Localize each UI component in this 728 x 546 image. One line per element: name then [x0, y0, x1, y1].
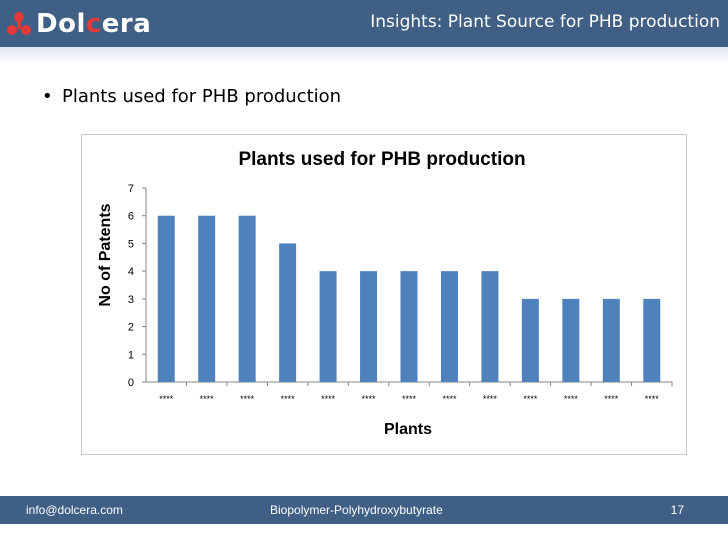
footer-bar: info@dolcera.com Biopolymer-Polyhydroxyb…: [0, 496, 728, 524]
y-tick-label: 4: [128, 266, 134, 278]
bar: [198, 215, 216, 382]
x-tick-label: ****: [240, 394, 255, 404]
chart-container: Plants used for PHB production No of Pat…: [81, 134, 687, 455]
y-tick-label: 3: [128, 294, 134, 306]
bar: [562, 298, 580, 382]
x-axis-label: Plants: [384, 421, 432, 438]
logo-text: Dolcera: [36, 9, 152, 39]
logo-icon: [7, 12, 31, 35]
y-tick-label: 2: [128, 322, 134, 334]
bar: [481, 271, 499, 382]
bullet-point: • Plants used for PHB production: [42, 86, 341, 107]
x-tick-label: ****: [281, 394, 296, 404]
y-tick-label: 5: [128, 238, 134, 250]
bullet-text: Plants used for PHB production: [62, 86, 342, 107]
y-tick-label: 6: [128, 211, 134, 223]
bar: [440, 271, 458, 382]
chart-title: Plants used for PHB production: [238, 149, 525, 170]
y-axis-label: No of Patents: [97, 203, 114, 306]
y-tick-label: 1: [128, 349, 134, 361]
x-tick-label: ****: [362, 394, 377, 404]
x-tick-label: ****: [645, 394, 660, 404]
bar-chart: Plants used for PHB production No of Pat…: [97, 149, 673, 438]
x-tick-label: ****: [321, 394, 336, 404]
slide-title: Insights: Plant Source for PHB productio…: [370, 12, 720, 32]
plot-area: 0 1 2 3 4 5 6 7 **** **** **** **** **** **** **** ****…: [128, 183, 673, 404]
y-tick-label: 7: [128, 183, 134, 195]
x-tick-label: ****: [200, 394, 215, 404]
x-tick-label: ****: [402, 394, 417, 404]
bar: [360, 271, 378, 382]
bullet-dot-icon: •: [42, 86, 53, 107]
header-divider: [0, 47, 728, 65]
bar: [157, 215, 175, 382]
bar: [279, 243, 297, 382]
bar: [238, 215, 256, 382]
bar: [602, 298, 620, 382]
x-tick-label: ****: [564, 394, 579, 404]
bar: [643, 298, 661, 382]
bar: [319, 271, 337, 382]
footer-email[interactable]: info@dolcera.com: [26, 503, 123, 517]
header-bar: Dolcera Insights: Plant Source for PHB p…: [0, 0, 728, 47]
dolcera-logo: Dolcera: [6, 6, 151, 42]
x-tick-label: ****: [442, 394, 457, 404]
bar: [521, 298, 539, 382]
x-tick-label: ****: [523, 394, 538, 404]
footer-topic: Biopolymer-Polyhydroxybutyrate: [270, 503, 443, 517]
y-tick-label: 0: [128, 377, 134, 389]
x-tick-label: ****: [604, 394, 619, 404]
bar: [400, 271, 418, 382]
x-tick-label: ****: [483, 394, 498, 404]
page-number: 17: [670, 503, 684, 517]
x-tick-label: ****: [159, 394, 174, 404]
